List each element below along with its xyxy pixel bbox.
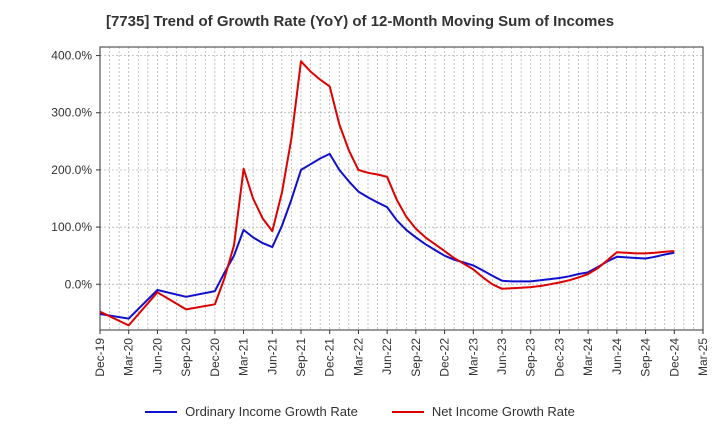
x-tick-label: Jun-21 xyxy=(265,338,279,375)
x-tick-label: Mar-21 xyxy=(237,338,251,376)
legend-swatch-net xyxy=(391,410,424,413)
legend-label-ordinary: Ordinary Income Growth Rate xyxy=(185,404,358,419)
y-tick-label: 400.0% xyxy=(51,49,92,63)
x-tick-label: Dec-21 xyxy=(323,338,337,377)
x-tick-label: Jun-23 xyxy=(495,338,509,375)
x-tick-label: Mar-22 xyxy=(351,338,365,376)
y-tick-label: 200.0% xyxy=(51,163,92,177)
plot-frame xyxy=(99,46,704,331)
x-tick-label: Mar-24 xyxy=(581,338,595,376)
x-tick-label: Dec-24 xyxy=(667,338,681,377)
series-line-1 xyxy=(99,60,675,327)
chart-title: [7735] Trend of Growth Rate (YoY) of 12-… xyxy=(105,13,615,30)
x-tick-label: Mar-25 xyxy=(696,338,710,376)
x-tick-label: Sep-20 xyxy=(179,338,193,377)
x-tick-label: Jun-20 xyxy=(150,338,164,375)
x-tick-label: Jun-22 xyxy=(380,338,394,375)
legend: Ordinary Income Growth Rate Net Income G… xyxy=(0,404,720,419)
grid xyxy=(100,47,703,330)
series-line-0 xyxy=(99,152,675,320)
x-tick-label: Dec-20 xyxy=(208,338,222,377)
x-tick-label: Dec-22 xyxy=(438,338,452,377)
x-tick-label: Sep-24 xyxy=(639,338,653,377)
x-tick-label: Mar-23 xyxy=(466,338,480,376)
x-tick-label: Sep-21 xyxy=(294,338,308,377)
series-lines xyxy=(99,60,675,327)
y-tick-label: 0.0% xyxy=(65,277,93,291)
x-tick-label: Dec-23 xyxy=(552,338,566,377)
y-tick-label: 300.0% xyxy=(51,106,92,120)
legend-item-net: Net Income Growth Rate xyxy=(391,404,575,419)
x-tick-label: Sep-22 xyxy=(409,338,423,377)
legend-swatch-ordinary xyxy=(145,410,178,413)
x-tick-label: Jun-24 xyxy=(610,338,624,375)
plot-border xyxy=(99,46,704,331)
y-axis-ticks: 0.0% 100.0% 200.0% 300.0% 400.0% xyxy=(51,49,100,291)
legend-item-ordinary: Ordinary Income Growth Rate xyxy=(145,404,358,419)
legend-label-net: Net Income Growth Rate xyxy=(431,404,575,419)
x-tick-label: Sep-23 xyxy=(524,338,538,377)
x-axis-ticks: Dec-19 Mar-20 Jun-20 Sep-20 Dec-20 Mar-21 Jun-… xyxy=(93,330,710,377)
x-tick-label: Dec-19 xyxy=(93,338,107,377)
x-tick-label: Mar-20 xyxy=(122,338,136,376)
y-tick-label: 100.0% xyxy=(51,220,92,234)
